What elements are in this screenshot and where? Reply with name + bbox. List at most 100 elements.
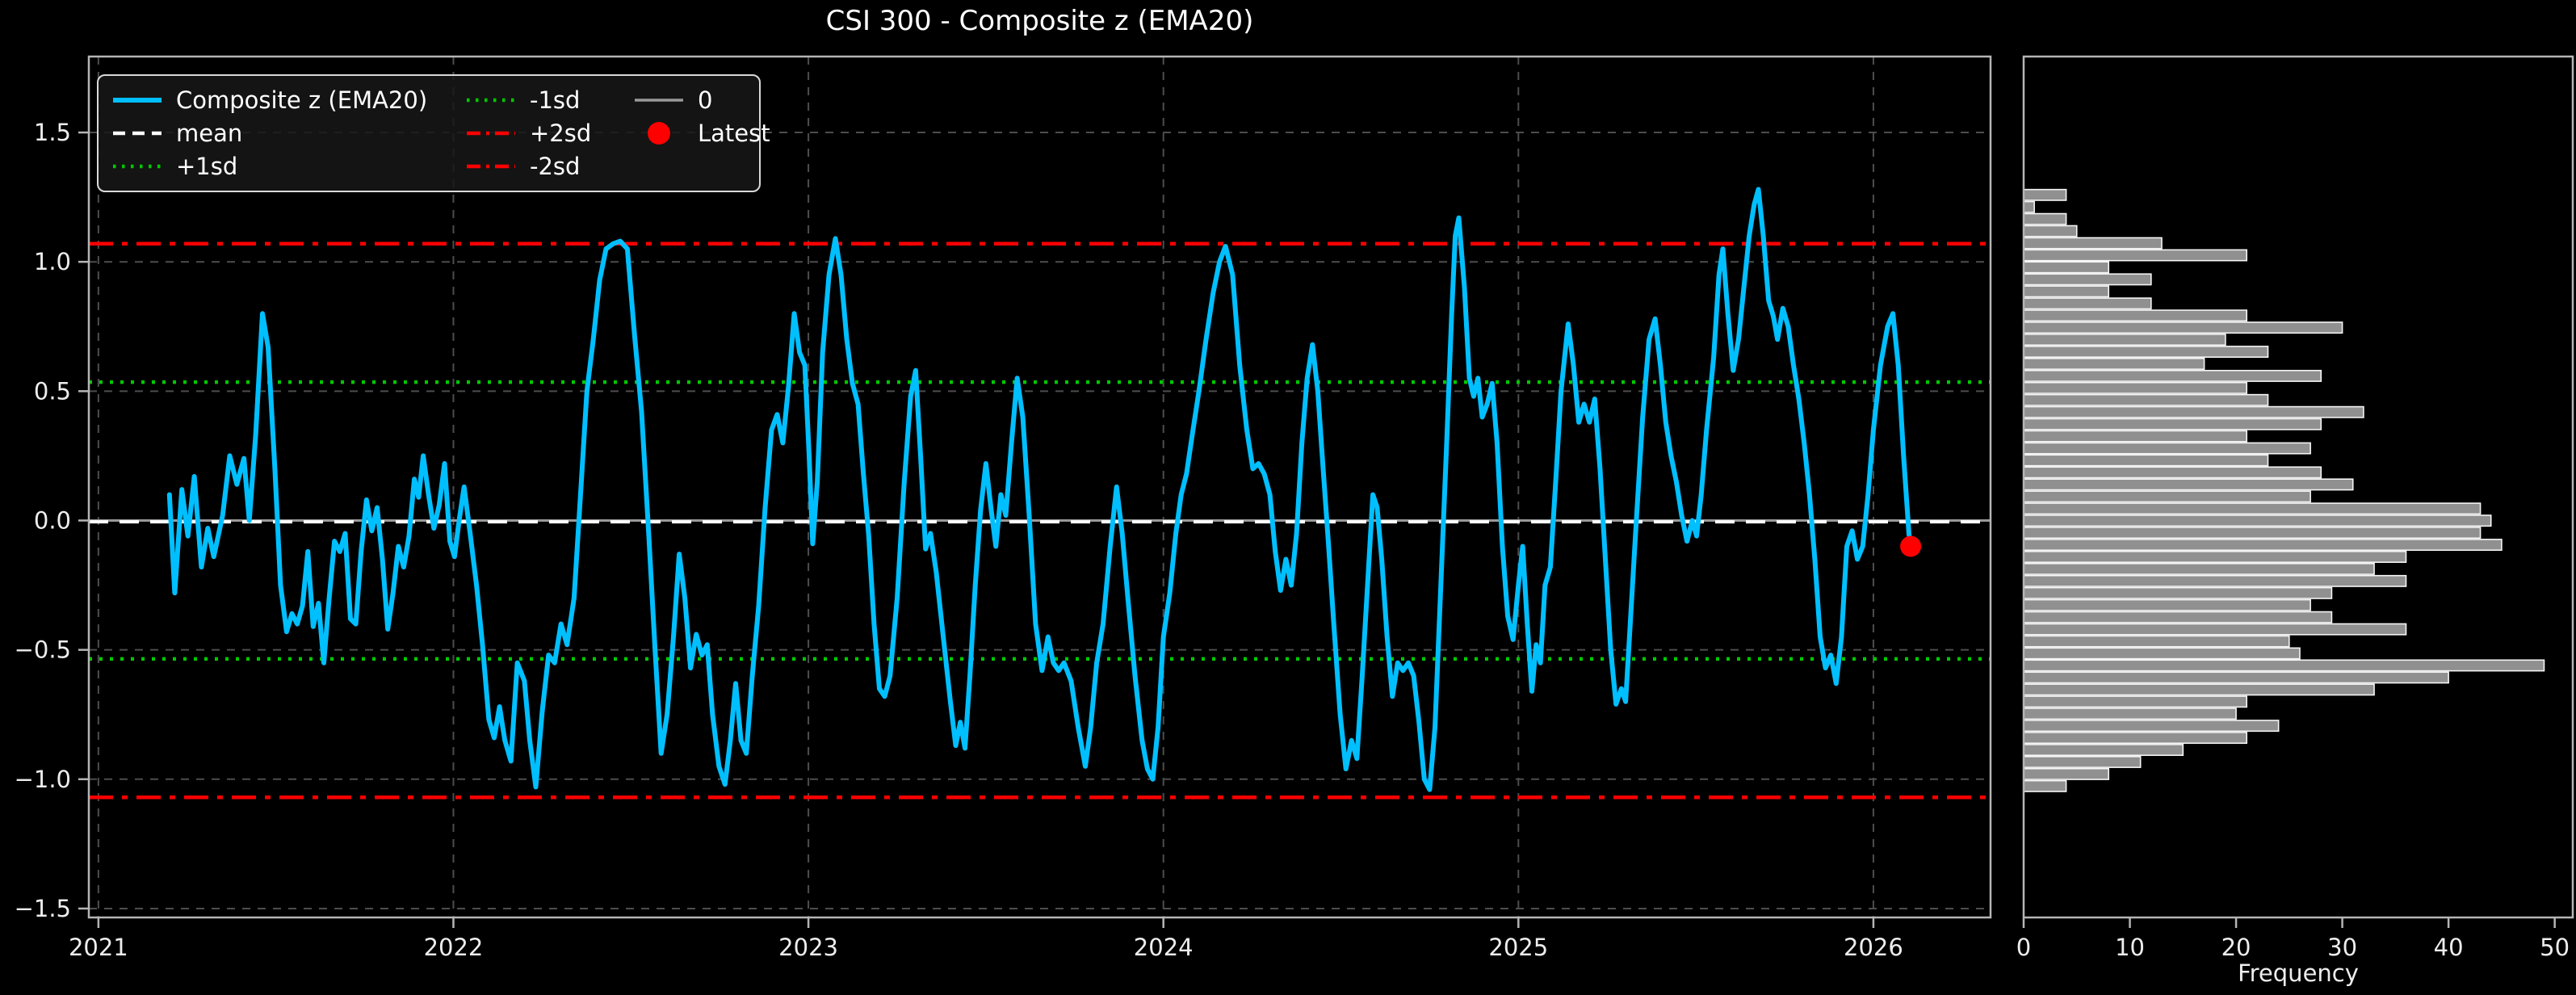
hist-bar — [2023, 454, 2269, 467]
hist-bar — [2023, 225, 2078, 237]
hist-bar — [2023, 707, 2237, 720]
legend-label: Latest — [698, 119, 770, 147]
x-tick-label: 2021 — [69, 934, 128, 961]
y-tick-label: −1.5 — [15, 895, 71, 922]
hist-bar — [2023, 755, 2142, 768]
hist-bar — [2023, 321, 2343, 334]
legend-item-0: 0 — [633, 84, 770, 117]
legend-marker-dashdot-icon — [467, 164, 515, 168]
hist-bar — [2023, 188, 2067, 201]
hist-bar — [2023, 358, 2205, 370]
legend-item-1sd: -1sd — [465, 84, 633, 117]
y-tick-label: −0.5 — [15, 636, 71, 664]
hist-bar — [2023, 611, 2333, 623]
hist-bar — [2023, 562, 2375, 575]
hist-bar — [2023, 249, 2248, 262]
reference-lines — [89, 241, 1991, 800]
hist-bar — [2023, 490, 2311, 503]
hist-bar — [2023, 285, 2110, 298]
y-tick-label: 0.5 — [34, 377, 71, 405]
hist-bar — [2023, 442, 2311, 455]
y-tick-label: −1.0 — [15, 766, 71, 793]
hist-bar — [2023, 635, 2290, 648]
legend-marker-dotted-icon — [467, 99, 515, 103]
hist-bar — [2023, 430, 2248, 443]
legend-item-composite-z-ema20: Composite z (EMA20) — [111, 84, 465, 117]
legend-label: Composite z (EMA20) — [176, 86, 428, 115]
hist-bar — [2023, 671, 2449, 684]
legend-marker-dashdot-icon — [467, 131, 515, 136]
hist-bar — [2023, 369, 2322, 382]
legend-label: 0 — [698, 86, 713, 115]
legend-label: mean — [176, 119, 243, 147]
legend-item-latest: Latest — [633, 117, 770, 150]
hist-bar — [2023, 539, 2503, 552]
hist-x-tick-label: 0 — [2016, 934, 2031, 961]
legend-marker-dotted-icon — [113, 164, 162, 168]
hist-bar — [2023, 683, 2375, 696]
hist-x-tick-label: 50 — [2540, 934, 2570, 961]
x-tick-label: 2025 — [1488, 934, 1548, 961]
y-tick-label: 1.5 — [34, 119, 71, 146]
hist-bar — [2023, 574, 2407, 587]
hist-bar — [2023, 261, 2110, 274]
x-tick-label: 2024 — [1134, 934, 1194, 961]
hist-bar — [2023, 744, 2184, 756]
hist-bar — [2023, 297, 2152, 310]
hist-x-tick-label: 20 — [2221, 934, 2251, 961]
hist-x-tick-label: 10 — [2115, 934, 2145, 961]
y-tick-label: 1.0 — [34, 248, 71, 275]
hist-bar — [2023, 527, 2482, 539]
hist-bar — [2023, 598, 2311, 611]
hist-bar — [2023, 720, 2280, 733]
hist-bar — [2023, 200, 2035, 213]
hist-bar — [2023, 212, 2067, 225]
main-axes-spine — [87, 55, 1992, 919]
hist-bar — [2023, 502, 2482, 515]
x-tick-label: 2023 — [778, 934, 838, 961]
hist-bar — [2023, 514, 2492, 527]
hist-bar — [2023, 586, 2333, 599]
legend-label: +2sd — [530, 119, 592, 147]
legend-item-mean: mean — [111, 117, 465, 150]
hist-bar — [2023, 466, 2322, 479]
hist-bar — [2023, 779, 2067, 792]
legend-item-1sd: +1sd — [111, 149, 465, 183]
hist-bar — [2023, 381, 2248, 394]
histogram — [2023, 188, 2545, 792]
hist-bar — [2023, 478, 2354, 491]
legend-marker-dashed-icon — [113, 131, 162, 136]
legend-label: +1sd — [176, 152, 238, 180]
legend-label: -1sd — [530, 86, 581, 115]
hist-bar — [2023, 659, 2545, 672]
hist-bar — [2023, 393, 2269, 406]
x-tick-label: 2026 — [1844, 934, 1903, 961]
hist-bar — [2023, 309, 2248, 322]
spines — [87, 55, 2574, 919]
chart-title: CSI 300 - Composite z (EMA20) — [825, 5, 1254, 37]
hist-bar — [2023, 623, 2407, 636]
hist-bar — [2023, 334, 2226, 346]
y-tick-label: 0.0 — [34, 506, 71, 534]
hist-bar — [2023, 647, 2301, 660]
legend-label: -2sd — [530, 152, 581, 180]
hist-bar — [2023, 418, 2322, 430]
latest-point — [1900, 535, 1922, 557]
hist-bar — [2023, 405, 2364, 418]
hist-xlabel: Frequency — [2238, 959, 2359, 987]
hist-bar — [2023, 551, 2407, 563]
hist-x-tick-label: 40 — [2434, 934, 2464, 961]
legend-item-2sd: +2sd — [465, 117, 633, 150]
legend-item-2sd: -2sd — [465, 149, 633, 183]
hist-bar — [2023, 273, 2152, 286]
hist-bar — [2023, 346, 2269, 359]
legend: Composite z (EMA20) mean +1sd -1sd +2sd -2sd 0… — [97, 74, 770, 192]
ticks: 2021 2022 2023 2024 2025 2026 1.5 1.0 0.5 0.0 −0.5… — [15, 119, 2570, 961]
hist-bar — [2023, 767, 2110, 780]
legend-marker-dot-icon — [648, 121, 670, 145]
legend-marker-line-icon — [113, 98, 162, 103]
hist-bar — [2023, 732, 2248, 745]
hist-axes-spine — [2022, 55, 2574, 919]
